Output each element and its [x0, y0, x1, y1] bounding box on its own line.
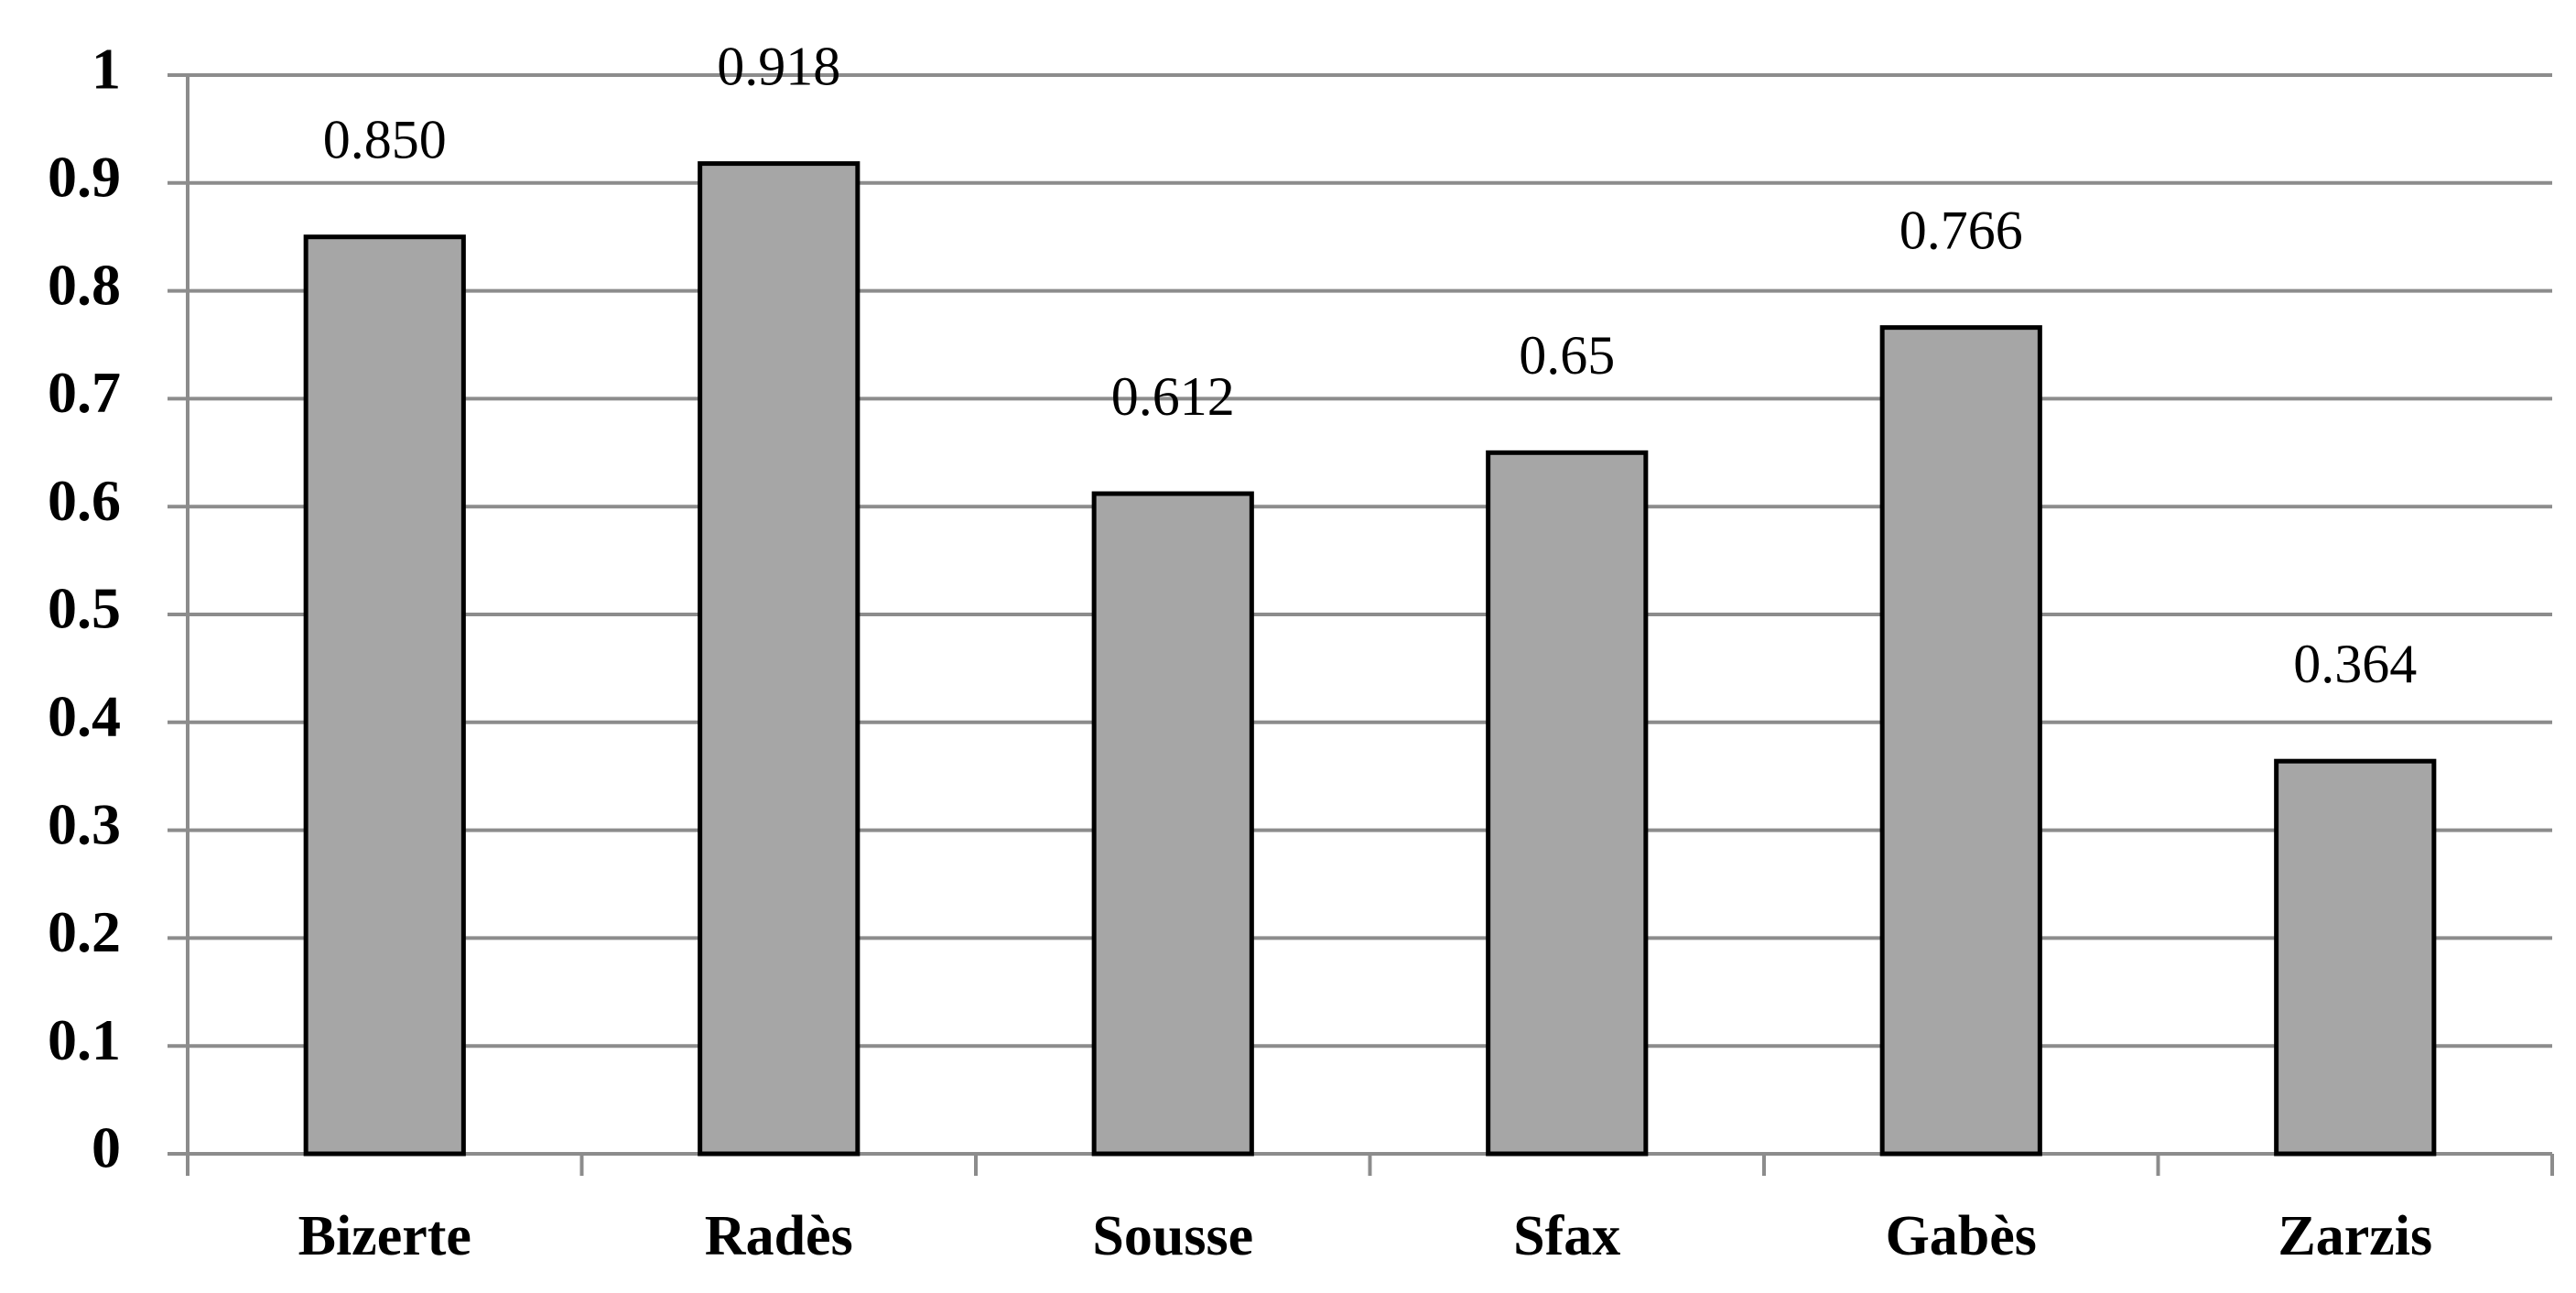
- bar: [1486, 450, 1649, 1157]
- bar: [698, 161, 860, 1157]
- x-tick-label: Zarzis: [2278, 1205, 2432, 1267]
- y-tick-label: 0: [92, 1115, 121, 1180]
- value-label: 0.65: [1519, 325, 1615, 386]
- bar: [2274, 758, 2437, 1157]
- y-tick-label: 0.8: [48, 252, 121, 317]
- value-label: 0.364: [2293, 634, 2417, 694]
- value-label: 0.766: [1900, 200, 2023, 260]
- x-tick-label: Radès: [705, 1205, 853, 1267]
- bar: [1879, 325, 2042, 1157]
- y-tick-label: 0.5: [48, 576, 121, 641]
- y-tick-label: 0.1: [48, 1007, 121, 1072]
- x-tick-label: Gabès: [1886, 1205, 2037, 1267]
- y-tick-label: 0.7: [48, 360, 121, 425]
- y-tick-label: 0.9: [48, 144, 121, 209]
- y-tick-label: 0.2: [48, 899, 121, 964]
- x-tick-label: Sfax: [1513, 1205, 1620, 1267]
- value-label: 0.850: [323, 109, 447, 169]
- x-tick-label: Bizerte: [298, 1205, 471, 1267]
- bar: [303, 234, 466, 1157]
- y-tick-label: 1: [92, 37, 121, 102]
- y-tick-label: 0.4: [48, 683, 121, 748]
- bar: [1091, 491, 1254, 1157]
- value-label: 0.612: [1111, 366, 1235, 427]
- y-tick-label: 0.6: [48, 468, 121, 533]
- x-tick-label: Sousse: [1092, 1205, 1253, 1267]
- y-tick-label: 0.3: [48, 791, 121, 856]
- value-label: 0.918: [717, 36, 840, 96]
